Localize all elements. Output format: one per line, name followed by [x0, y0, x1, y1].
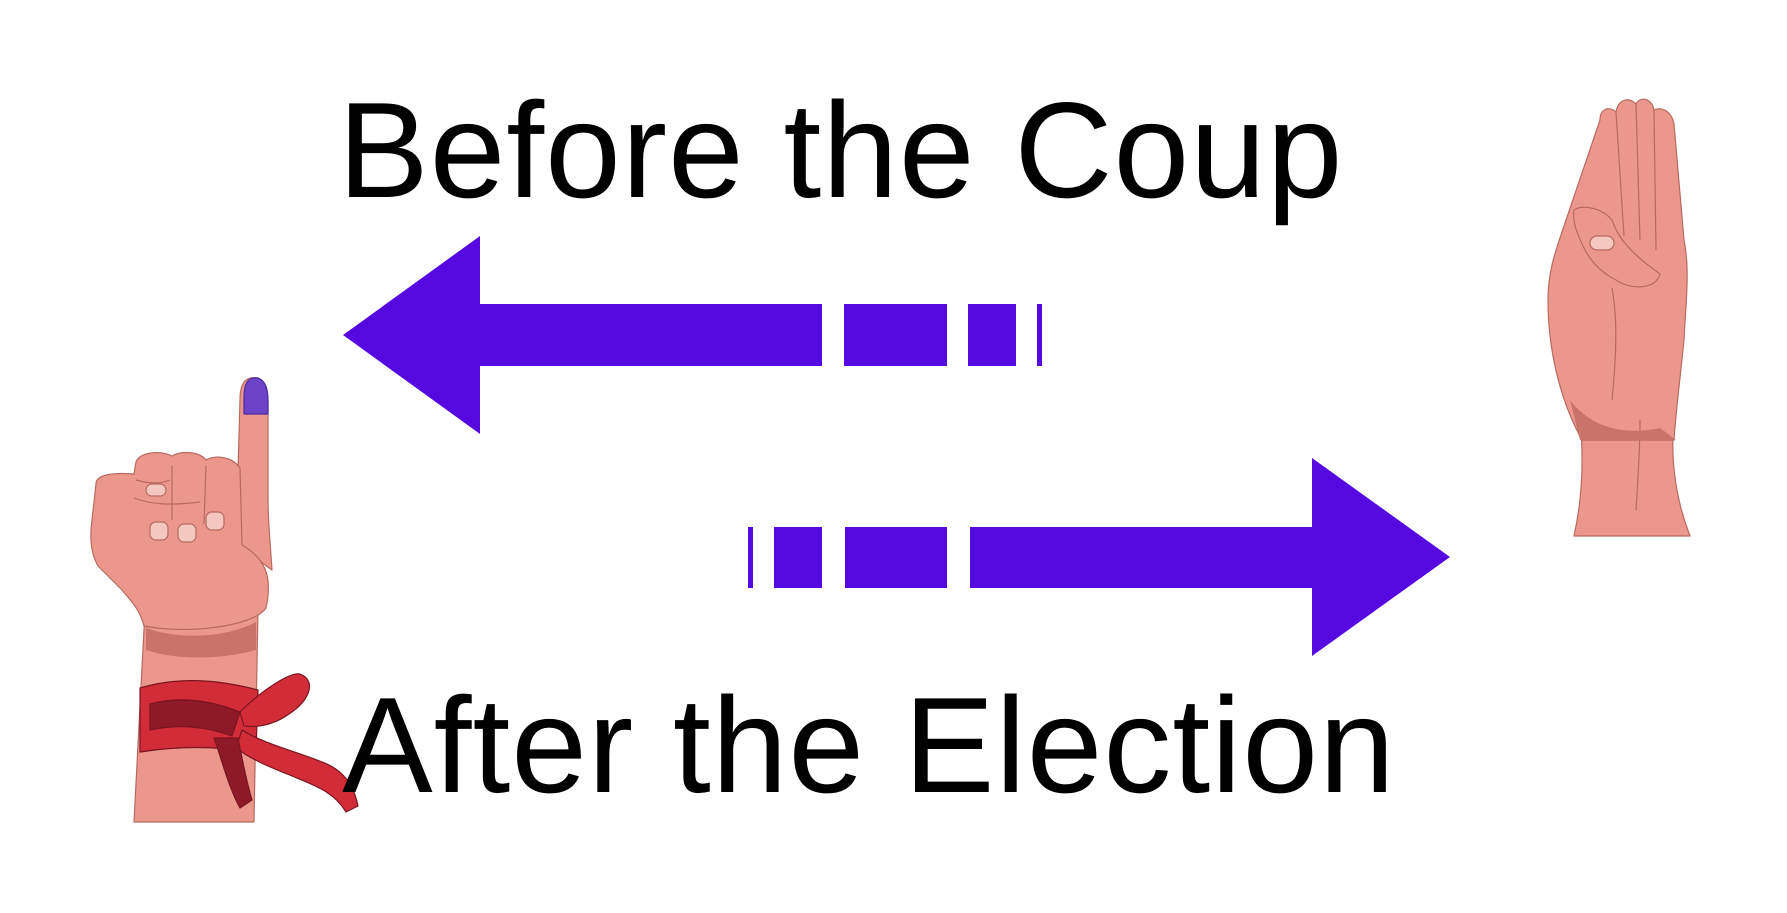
arrow-left-head	[343, 236, 822, 434]
arrow-right-dash-1	[845, 527, 947, 588]
arrow-right-dash-3	[748, 527, 753, 588]
headline-before-the-coup: Before the Coup	[338, 74, 1344, 226]
three-finger-salute-icon	[1547, 98, 1691, 537]
arrow-left-icon	[343, 236, 1042, 434]
arrow-left-dash-3	[1037, 304, 1042, 366]
arrow-right-icon	[748, 458, 1450, 656]
arrow-right-dash-2	[774, 527, 822, 588]
arrow-left-dash-2	[968, 304, 1016, 366]
arrow-left-dash-1	[844, 304, 947, 366]
raised-finger-hand-icon	[90, 376, 273, 823]
arrow-right-head	[970, 458, 1450, 656]
red-ribbon-icon	[139, 673, 359, 813]
headline-after-the-election: After the Election	[342, 669, 1396, 821]
